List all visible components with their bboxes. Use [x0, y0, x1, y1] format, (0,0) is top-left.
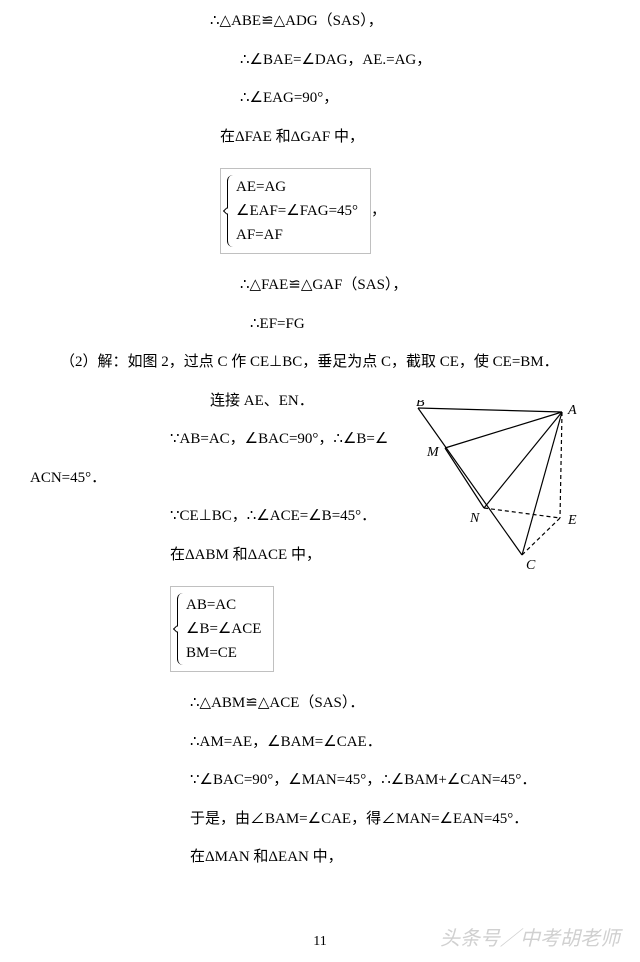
text-line: ∵∠BAC=90°，∠MAN=45°，∴∠BAM+∠CAN=45°． [30, 769, 610, 792]
text-line: 于是，由∠BAM=∠CAE，得∠MAN=∠EAN=45°． [30, 808, 610, 831]
text-line: 在ΔMAN 和ΔEAN 中， [30, 846, 610, 869]
brace-line: AF=AF [236, 223, 358, 247]
comma: ， [371, 202, 386, 218]
svg-text:E: E [567, 513, 577, 528]
text-line: ∴∠EAG=90°， [30, 87, 610, 110]
brace-line: ∠B=∠ACE [186, 617, 261, 641]
brace-line: AB=AC [186, 593, 261, 617]
text-line: ∴EF=FG [30, 313, 610, 336]
brace-block-1: AE=AG ∠EAF=∠FAG=45° AF=AF ， [30, 164, 610, 258]
svg-text:B: B [416, 400, 425, 410]
document-page: ∴△ABE≌△ADG（SAS）， ∴∠BAE=∠DAG，AE.=AG， ∴∠EA… [0, 0, 640, 895]
brace-group: AB=AC ∠B=∠ACE BM=CE [170, 586, 274, 672]
brace-line: BM=CE [186, 641, 261, 665]
brace-block-2: AB=AC ∠B=∠ACE BM=CE [30, 582, 610, 676]
text-line: （2）解：如图 2，过点 C 作 CE⊥BC，垂足为点 C，截取 CE，使 CE… [30, 351, 610, 374]
text-line: 在ΔFAE 和ΔGAF 中， [30, 126, 610, 149]
svg-text:A: A [567, 403, 577, 418]
geometry-figure: B A M N C E [410, 400, 580, 570]
svg-text:M: M [426, 445, 440, 460]
brace-line: ∠EAF=∠FAG=45° [236, 199, 358, 223]
svg-text:N: N [469, 511, 480, 526]
page-number: 11 [313, 931, 326, 952]
text-line: ∴AM=AE，∠BAM=∠CAE． [30, 731, 610, 754]
text-line: ∴△ABE≌△ADG（SAS）， [30, 10, 610, 33]
brace-group: AE=AG ∠EAF=∠FAG=45° AF=AF [220, 168, 371, 254]
text-line: ∴∠BAE=∠DAG，AE.=AG， [30, 49, 610, 72]
text-line: ∴△FAE≌△GAF（SAS）， [30, 274, 610, 297]
svg-text:C: C [526, 558, 536, 570]
brace-line: AE=AG [236, 175, 358, 199]
text-line: ∴△ABM≌△ACE（SAS）． [30, 692, 610, 715]
watermark: 头条号／中考胡老师 [440, 924, 620, 954]
